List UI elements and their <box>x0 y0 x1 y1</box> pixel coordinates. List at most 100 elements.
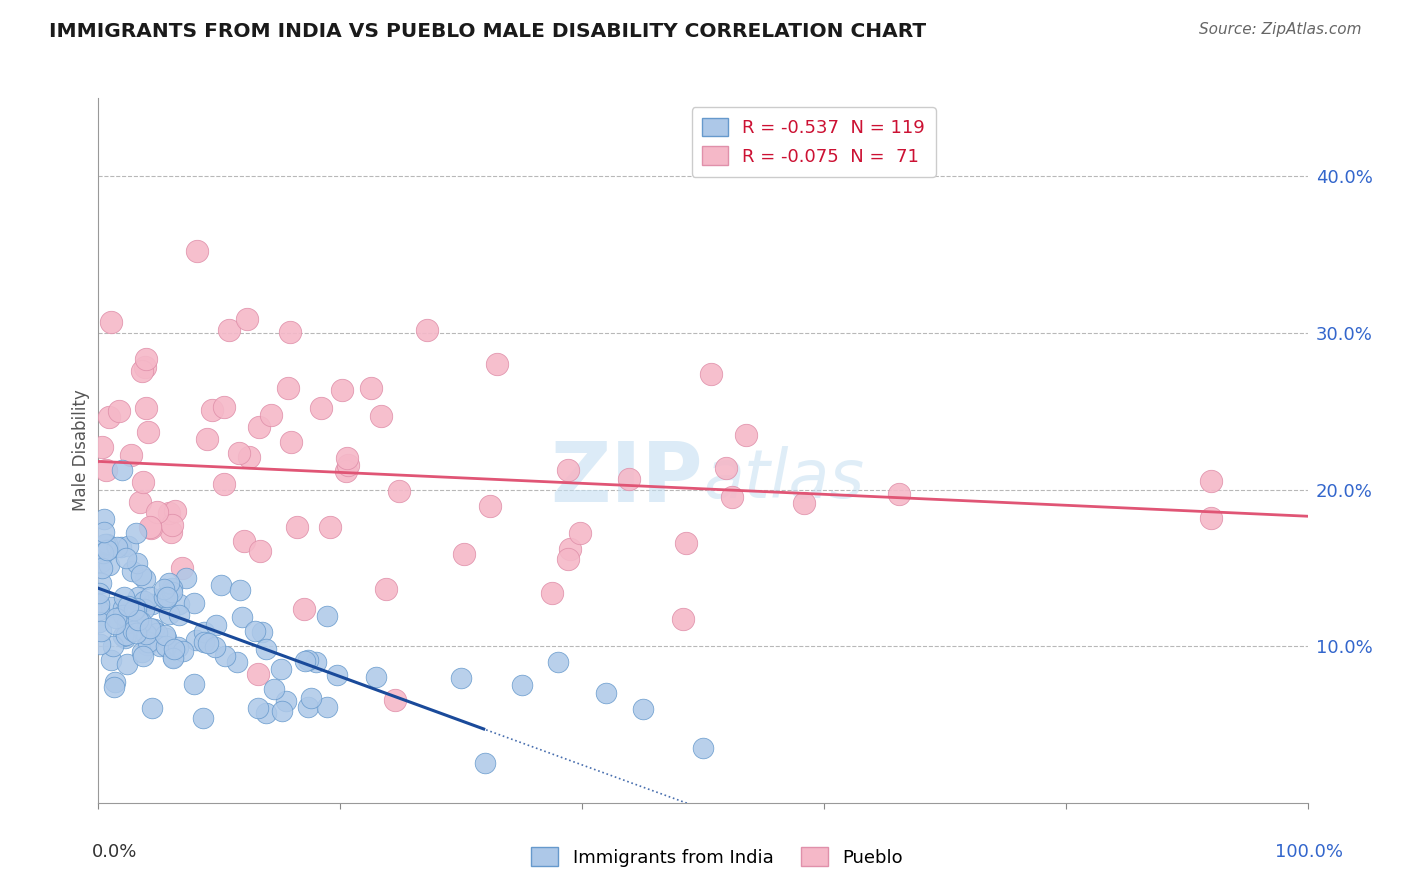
Immigrants from India <box>254 706 277 720</box>
Immigrants from India <box>162 649 184 664</box>
Pueblo <box>721 490 744 504</box>
Immigrants from India <box>135 638 157 652</box>
Immigrants from India <box>315 609 337 624</box>
Pueblo <box>249 544 271 558</box>
Immigrants from India <box>326 668 349 682</box>
Immigrants from India <box>163 641 186 656</box>
Immigrants from India <box>93 524 115 539</box>
Immigrants from India <box>104 674 127 689</box>
Pueblo <box>94 463 117 477</box>
Immigrants from India <box>136 635 159 649</box>
Immigrants from India <box>142 622 165 636</box>
Immigrants from India <box>167 608 190 623</box>
Immigrants from India <box>160 581 183 595</box>
Immigrants from India <box>114 550 136 565</box>
Immigrants from India <box>159 607 181 621</box>
Pueblo <box>1199 511 1222 525</box>
Pueblo <box>337 458 360 473</box>
Immigrants from India <box>274 694 297 708</box>
Pueblo <box>541 586 564 600</box>
Immigrants from India <box>167 597 190 611</box>
Pueblo <box>557 552 579 566</box>
Immigrants from India <box>510 678 533 692</box>
Immigrants from India <box>132 649 155 664</box>
Pueblo <box>336 451 359 466</box>
Immigrants from India <box>124 607 146 621</box>
Immigrants from India <box>111 600 134 615</box>
Immigrants from India <box>204 640 226 654</box>
Immigrants from India <box>193 711 215 725</box>
Immigrants from India <box>122 603 145 617</box>
Immigrants from India <box>246 700 269 714</box>
Immigrants from India <box>135 627 157 641</box>
Immigrants from India <box>112 629 135 643</box>
Pueblo <box>214 400 236 414</box>
Immigrants from India <box>297 699 319 714</box>
Immigrants from India <box>250 624 273 639</box>
Pueblo <box>135 351 157 366</box>
Immigrants from India <box>115 628 138 642</box>
Immigrants from India <box>270 704 292 718</box>
Immigrants from India <box>270 662 292 676</box>
Immigrants from India <box>245 624 267 639</box>
Immigrants from India <box>112 607 135 622</box>
Immigrants from India <box>316 700 339 714</box>
Immigrants from India <box>193 625 215 640</box>
Immigrants from India <box>162 651 184 665</box>
Immigrants from India <box>89 637 111 651</box>
Pueblo <box>247 666 270 681</box>
Immigrants from India <box>91 546 114 560</box>
Immigrants from India <box>263 681 285 696</box>
Immigrants from India <box>209 578 232 592</box>
Immigrants from India <box>299 691 322 706</box>
Immigrants from India <box>166 640 188 655</box>
Immigrants from India <box>155 592 177 607</box>
Pueblo <box>278 325 301 339</box>
Immigrants from India <box>197 636 219 650</box>
Pueblo <box>714 461 737 475</box>
Immigrants from India <box>115 615 138 630</box>
Pueblo <box>486 357 509 371</box>
Pueblo <box>108 404 131 418</box>
Pueblo <box>735 427 758 442</box>
Immigrants from India <box>141 597 163 611</box>
Immigrants from India <box>115 657 138 671</box>
Immigrants from India <box>91 560 114 574</box>
Pueblo <box>139 520 162 534</box>
Immigrants from India <box>87 615 110 629</box>
Pueblo <box>319 520 342 534</box>
Pueblo <box>160 525 183 540</box>
Immigrants from India <box>692 741 714 756</box>
Immigrants from India <box>117 539 139 553</box>
Immigrants from India <box>155 640 177 654</box>
Immigrants from India <box>105 540 128 554</box>
Immigrants from India <box>183 596 205 610</box>
Immigrants from India <box>474 756 496 771</box>
Immigrants from India <box>132 593 155 607</box>
Immigrants from India <box>228 583 250 598</box>
Immigrants from India <box>160 585 183 599</box>
Immigrants from India <box>125 525 148 540</box>
Pueblo <box>557 463 579 477</box>
Immigrants from India <box>127 556 149 570</box>
Pueblo <box>1199 474 1222 488</box>
Immigrants from India <box>254 641 277 656</box>
Immigrants from India <box>90 576 112 591</box>
Immigrants from India <box>214 649 236 664</box>
Text: Source: ZipAtlas.com: Source: ZipAtlas.com <box>1198 22 1361 37</box>
Y-axis label: Male Disability: Male Disability <box>72 390 90 511</box>
Immigrants from India <box>104 610 127 624</box>
Immigrants from India <box>631 702 654 716</box>
Pueblo <box>617 471 640 485</box>
Pueblo <box>201 403 224 417</box>
Pueblo <box>236 311 259 326</box>
Pueblo <box>330 383 353 397</box>
Immigrants from India <box>131 644 153 658</box>
Pueblo <box>388 484 411 499</box>
Pueblo <box>136 425 159 440</box>
Pueblo <box>157 507 180 521</box>
Immigrants from India <box>94 537 117 551</box>
Text: atlas: atlas <box>703 446 865 512</box>
Pueblo <box>384 693 406 707</box>
Pueblo <box>128 495 150 509</box>
